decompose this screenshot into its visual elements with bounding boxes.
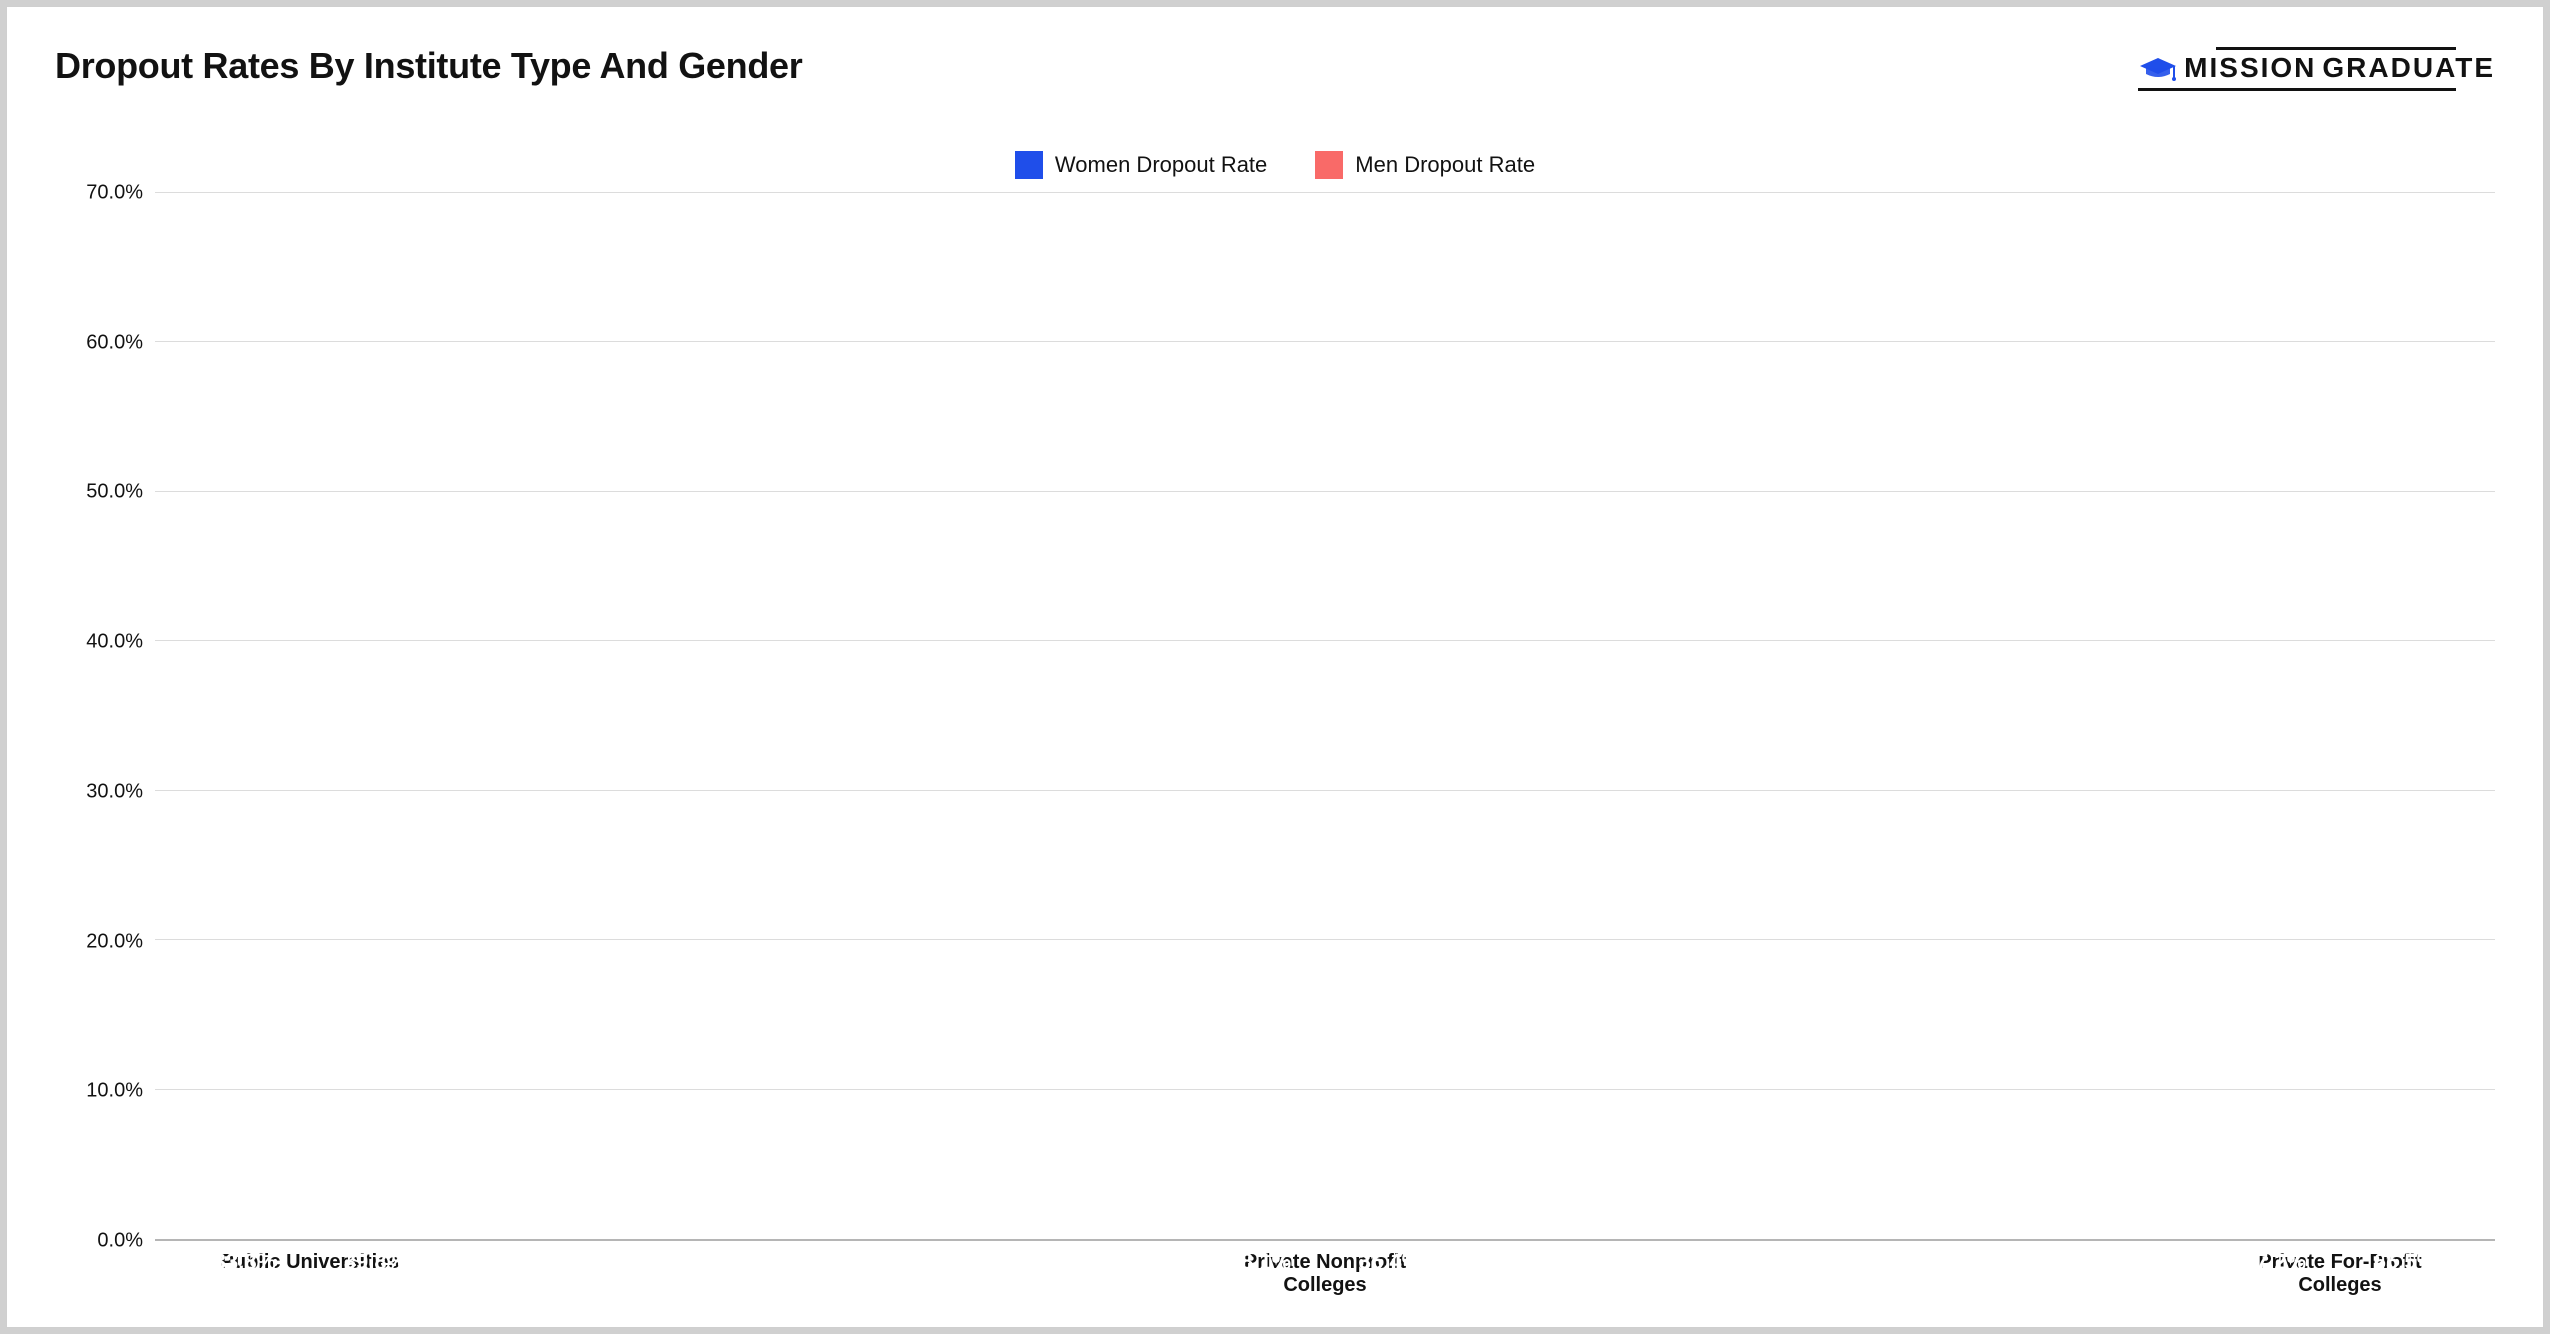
chart-title: Dropout Rates By Institute Type And Gend…: [55, 45, 802, 87]
gridline: [155, 491, 2495, 492]
brand-text-1: MISSION: [2184, 54, 2316, 82]
graduation-cap-icon: [2138, 56, 2178, 82]
bar-value-label: 67.2%: [2244, 1249, 2306, 1275]
brand-row: MISSION GRADUATE: [2138, 54, 2495, 82]
y-tick-label: 0.0%: [97, 1230, 143, 1253]
header: Dropout Rates By Institute Type And Gend…: [55, 45, 2495, 91]
legend-label-men: Men Dropout Rate: [1355, 152, 1535, 178]
legend-item-men: Men Dropout Rate: [1315, 151, 1535, 179]
y-tick-label: 50.0%: [86, 481, 143, 504]
legend-label-women: Women Dropout Rate: [1055, 152, 1267, 178]
legend-swatch-women: [1015, 151, 1043, 179]
y-tick-label: 10.0%: [86, 1080, 143, 1103]
y-tick-label: 30.0%: [86, 780, 143, 803]
y-tick-label: 40.0%: [86, 631, 143, 654]
bar-groups: 33.8%39.8%28.1%35.4%67.2%65.5%: [155, 193, 2495, 1239]
plot: 33.8%39.8%28.1%35.4%67.2%65.5%: [155, 193, 2495, 1241]
x-axis: Public UniversitiesPrivate Nonprofit Col…: [155, 1241, 2495, 1297]
gridline: [155, 640, 2495, 641]
gridline: [155, 790, 2495, 791]
bar-value-label: 35.4%: [1359, 1249, 1421, 1275]
brand-rule-top: [2216, 47, 2456, 50]
gridline: [155, 341, 2495, 342]
legend-swatch-men: [1315, 151, 1343, 179]
y-tick-label: 70.0%: [86, 182, 143, 205]
y-tick-label: 60.0%: [86, 331, 143, 354]
gridline: [155, 939, 2495, 940]
y-tick-label: 20.0%: [86, 930, 143, 953]
bar-value-label: 28.1%: [1229, 1249, 1291, 1275]
chart-card: Dropout Rates By Institute Type And Gend…: [6, 6, 2544, 1328]
bar-value-label: 39.8%: [344, 1249, 406, 1275]
brand-text-2: GRADUATE: [2322, 54, 2495, 82]
bar-value-label: 65.5%: [2374, 1249, 2436, 1275]
gridline: [155, 192, 2495, 193]
legend: Women Dropout Rate Men Dropout Rate: [55, 151, 2495, 179]
brand-logo: MISSION GRADUATE: [2138, 45, 2495, 91]
gridline: [155, 1089, 2495, 1090]
plot-area: 0.0%10.0%20.0%30.0%40.0%50.0%60.0%70.0% …: [55, 193, 2495, 1241]
bar-value-label: 33.8%: [214, 1249, 276, 1275]
brand-rule-bottom: [2138, 88, 2456, 91]
legend-item-women: Women Dropout Rate: [1015, 151, 1267, 179]
y-axis: 0.0%10.0%20.0%30.0%40.0%50.0%60.0%70.0%: [55, 193, 155, 1241]
